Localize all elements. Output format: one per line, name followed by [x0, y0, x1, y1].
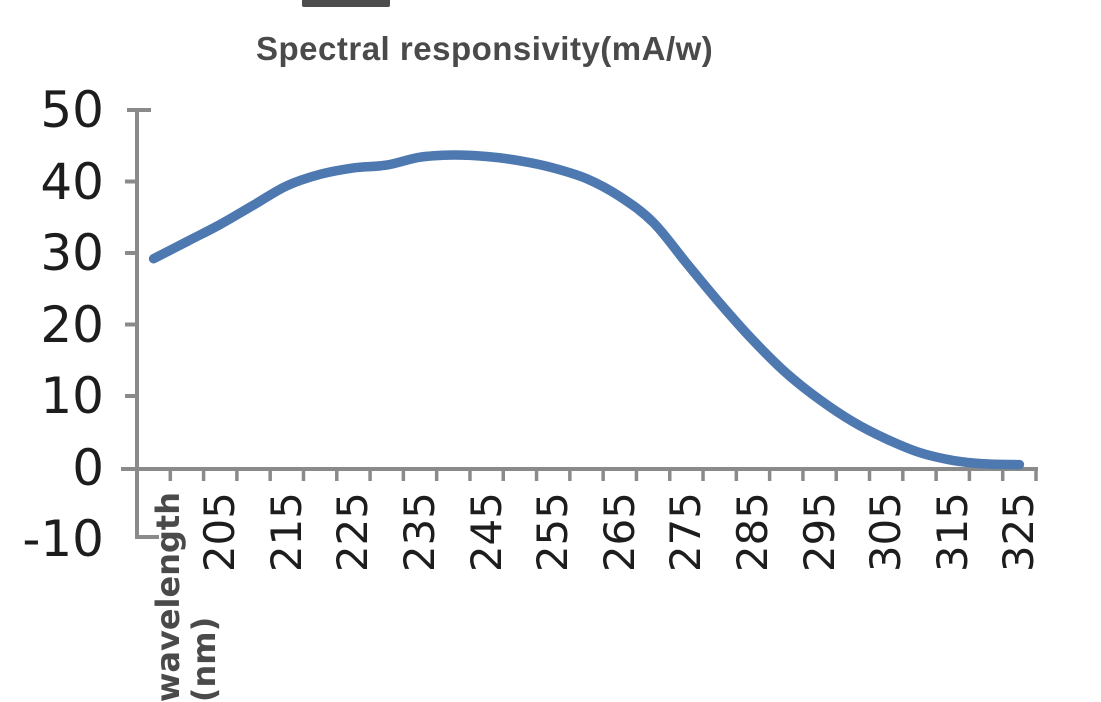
y-tick-label-0: 0 — [72, 438, 104, 497]
x-tick-label-285: 285 — [727, 492, 777, 573]
cropped-top-bar — [302, 0, 390, 7]
x-tick-label-225: 225 — [328, 492, 378, 573]
x-tick-label-305: 305 — [861, 492, 911, 573]
x-tick-label-325: 325 — [994, 492, 1044, 573]
x-tick-label-275: 275 — [661, 492, 711, 573]
chart-title: Spectral responsivity(mA/w) — [256, 30, 714, 67]
x-tick-label-265: 265 — [594, 492, 644, 573]
y-tick-label-40: 40 — [40, 152, 104, 211]
x-tick-label-255: 255 — [528, 492, 578, 573]
x-tick-label-215: 215 — [261, 492, 311, 573]
y-tick-label-10: 10 — [40, 367, 104, 425]
x-tick-label-295: 295 — [794, 492, 844, 573]
x-tick-label-315: 315 — [927, 492, 977, 573]
y-tick-label-20: 20 — [40, 295, 104, 354]
responsivity-curve — [148, 150, 1025, 470]
y-tick-label-30: 30 — [40, 224, 104, 282]
y-tick-label--10: -10 — [22, 510, 104, 568]
y-tick-label-50: 50 — [40, 81, 104, 139]
x-tick-label-205: 205 — [195, 492, 245, 573]
x-tick-label-235: 235 — [395, 492, 445, 573]
x-tick-label-245: 245 — [461, 492, 511, 573]
